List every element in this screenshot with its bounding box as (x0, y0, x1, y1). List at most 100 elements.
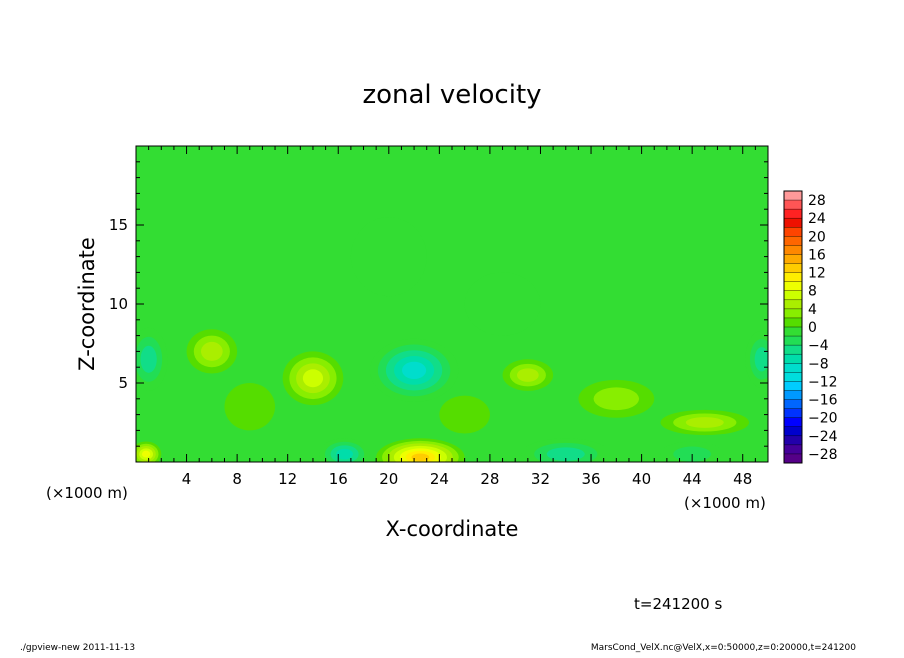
velocity-feature (136, 441, 162, 462)
velocity-feature (502, 359, 554, 391)
x-tick-label: 44 (683, 470, 702, 488)
velocity-feature (521, 438, 610, 462)
colorbar-label: −16 (808, 393, 838, 409)
colorbar-label: −4 (808, 338, 829, 354)
colorbar-swatch (784, 417, 802, 428)
colorbar-label: 8 (808, 284, 817, 300)
colorbar-label: −28 (808, 447, 838, 463)
x-tick-label: 16 (329, 470, 348, 488)
velocity-feature (136, 327, 168, 391)
colorbar-swatch (784, 372, 802, 382)
x-tick-label: 4 (182, 470, 192, 488)
x-tick-label: 40 (632, 470, 651, 488)
colorbar-swatch (784, 290, 802, 301)
velocity-feature (578, 379, 655, 418)
chart-title: zonal velocity (362, 80, 541, 110)
footer-left: ./gpview-new 2011-11-13 (20, 643, 135, 653)
colorbar-swatch (784, 345, 802, 355)
colorbar-swatch (784, 363, 802, 373)
velocity-feature (439, 395, 490, 434)
colorbar-swatch (784, 354, 802, 364)
colorbar-swatch (784, 236, 802, 246)
x-tick-label: 20 (379, 470, 398, 488)
time-annotation: t=241200 s (634, 595, 722, 613)
colorbar-swatch (784, 435, 802, 446)
velocity-feature (319, 438, 370, 462)
contour-level (140, 345, 157, 373)
colorbar-swatch (784, 281, 802, 292)
colorbar-label: −12 (808, 374, 838, 390)
y-tick-label: 5 (118, 374, 128, 392)
colorbar-label: 16 (808, 247, 826, 263)
colorbar-swatch (784, 381, 802, 391)
colorbar-swatch (784, 245, 802, 255)
x-tick-label: 36 (581, 470, 600, 488)
colorbar-label: 4 (808, 302, 817, 318)
contour-level (336, 448, 353, 460)
colorbar-swatch (784, 317, 802, 328)
colorbar-swatch (784, 390, 802, 400)
y-axis-label: Z-coordinate (75, 237, 99, 371)
colorbar-label: 20 (808, 229, 826, 245)
colorbar-swatch (784, 263, 802, 273)
velocity-feature (282, 351, 344, 406)
x-tick-label: 32 (531, 470, 550, 488)
velocity-feature (186, 329, 238, 374)
colorbar-swatch (784, 336, 802, 346)
velocity-feature (350, 217, 427, 297)
colorbar-swatch (784, 399, 802, 409)
y-tick-label: 15 (109, 216, 128, 234)
contour-level (201, 341, 223, 361)
contour-level (685, 417, 724, 428)
velocity-feature (745, 330, 768, 388)
colorbar-swatch (784, 191, 802, 201)
contour-level (517, 368, 539, 382)
colorbar-swatch (784, 209, 802, 219)
colorbar-swatch (784, 200, 802, 210)
colorbar-label: 0 (808, 320, 817, 336)
x-tick-label: 48 (733, 470, 752, 488)
colorbar-swatch (784, 227, 802, 237)
colorbar-label: −20 (808, 411, 838, 427)
colorbar-swatch (784, 444, 802, 455)
x-unit-label-right: (×1000 m) (684, 494, 766, 512)
colorbar-swatch (784, 426, 802, 437)
colorbar (783, 190, 803, 464)
colorbar-label: 24 (808, 211, 826, 227)
colorbar-label: −24 (808, 429, 838, 445)
colorbar-swatch (784, 327, 802, 337)
x-axis-label: X-coordinate (386, 517, 519, 541)
contour-level (593, 387, 640, 411)
x-tick-label: 28 (480, 470, 499, 488)
contour-level (439, 395, 490, 434)
footer-right: MarsCond_VelX.nc@VelX,x=0:50000,z=0:2000… (591, 643, 856, 653)
contour-level (350, 217, 427, 297)
x-axis-ticks: 4 8 12 16 20 24 28 32 36 40 44 48 (148, 146, 756, 488)
contour-level (302, 369, 324, 388)
colorbar-swatch (784, 272, 802, 282)
velocity-feature (224, 383, 276, 431)
colorbar-label: 28 (808, 193, 826, 209)
velocity-feature (464, 272, 541, 336)
contour-level (754, 347, 768, 372)
colorbar-labels: 28 24 20 16 12 8 4 0 −4 −8 −12 −16 −20 −24 −28 (808, 193, 838, 463)
colorbar-swatch (784, 408, 802, 418)
x-tick-label: 24 (430, 470, 449, 488)
velocity-feature (369, 338, 459, 402)
colorbar-swatch (784, 218, 802, 228)
contour-level (546, 447, 585, 461)
contour-level (411, 453, 430, 462)
colorbar-swatch (784, 299, 802, 310)
colorbar-label: −8 (808, 356, 829, 372)
colorbar-label: 12 (808, 266, 826, 282)
x-tick-label: 8 (232, 470, 242, 488)
y-tick-label: 10 (109, 295, 128, 313)
velocity-field (136, 217, 768, 462)
colorbar-swatch (784, 308, 802, 319)
colorbar-swatch (784, 254, 802, 264)
contour-level (141, 450, 151, 458)
contour-level (402, 361, 427, 379)
